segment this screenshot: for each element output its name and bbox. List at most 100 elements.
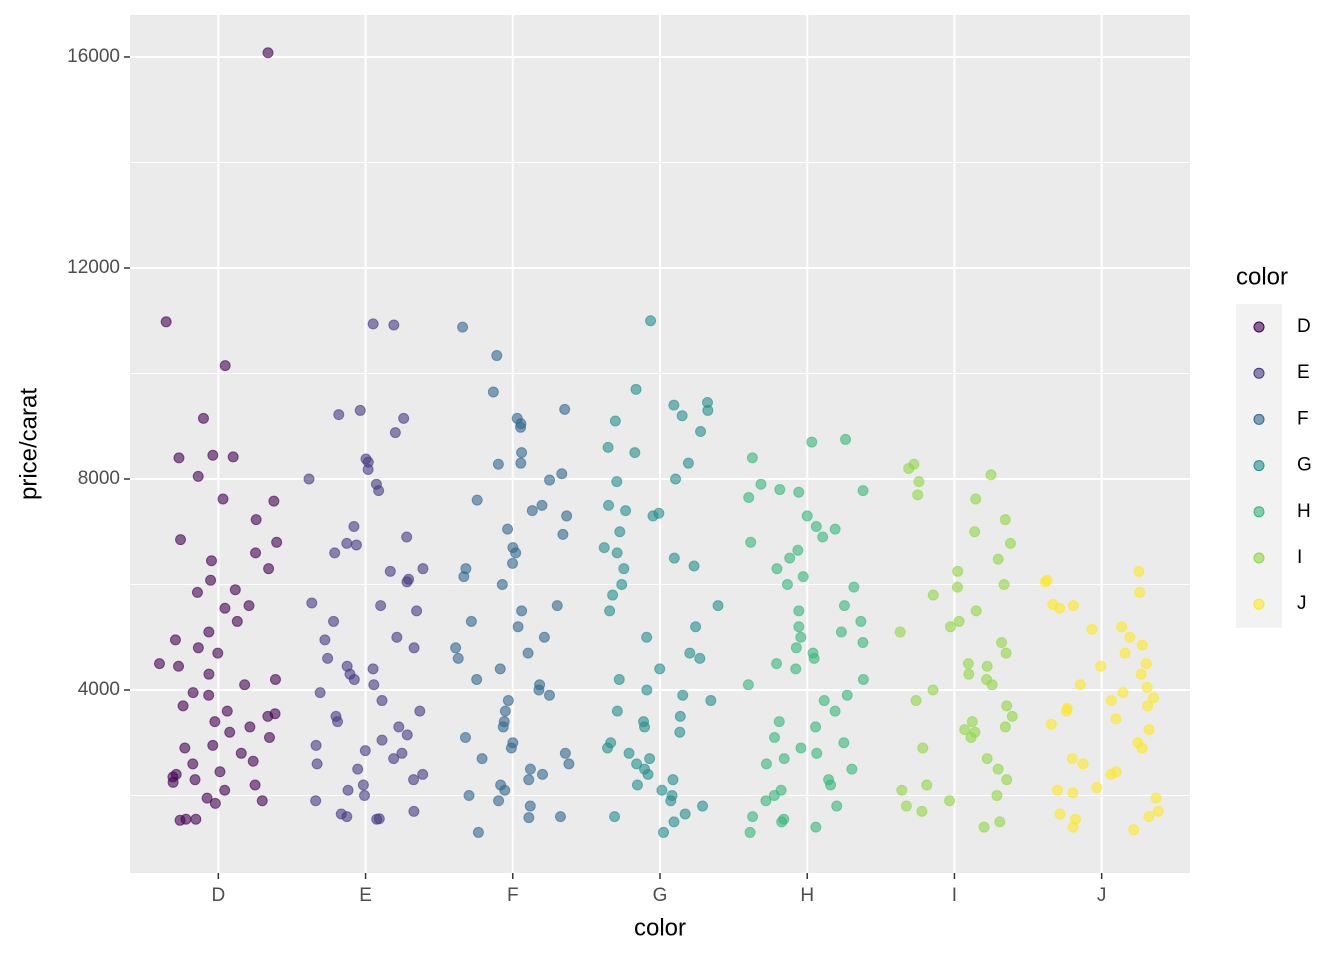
point [773,716,785,728]
point [189,774,201,786]
point [450,642,462,654]
point [153,658,165,670]
point [499,784,511,796]
point [1128,824,1140,836]
point [556,468,568,480]
point [994,816,1006,828]
point [855,615,867,627]
point [526,505,538,517]
point [417,768,429,780]
x-tick-label: I [952,885,957,906]
point [831,800,843,812]
point [207,739,219,751]
point [554,811,566,823]
point [350,539,362,551]
point [348,673,360,685]
x-tick-label: H [800,885,814,906]
point [174,814,186,826]
point [1148,692,1160,704]
point [670,473,682,485]
point [985,469,997,481]
point [538,631,550,643]
point [981,753,993,765]
point [953,615,965,627]
point [256,795,268,807]
point [203,689,215,701]
point [647,510,659,522]
point [1054,602,1066,614]
point [602,742,614,754]
point [743,491,755,503]
point [688,560,700,572]
point [262,710,274,722]
point [848,581,860,593]
point [491,350,503,362]
point [515,421,527,433]
point [614,526,626,538]
point [1117,687,1129,699]
point [747,811,759,823]
point [611,705,623,717]
point [563,758,575,770]
point [388,753,400,765]
point [544,474,556,486]
point [784,552,796,564]
point [921,779,933,791]
point [389,427,401,439]
point [927,684,939,696]
point [840,433,852,445]
point [522,647,534,659]
point [913,476,925,488]
point [492,458,504,470]
point [981,660,993,672]
point [311,758,323,770]
point [695,426,707,438]
point [609,415,621,427]
point [991,790,1003,802]
point [1124,631,1136,643]
legend-label: E [1297,362,1310,383]
point [829,705,841,717]
point [214,766,226,778]
point [1039,576,1051,588]
point [944,621,956,633]
point [310,795,322,807]
point [203,626,215,638]
point [999,721,1011,733]
point [1143,724,1155,736]
point [795,631,807,643]
point [205,555,217,567]
point [502,695,514,707]
point [1136,742,1148,754]
point [197,412,209,424]
point [507,557,519,569]
point [992,553,1004,565]
point [471,673,483,685]
point [674,726,686,738]
point [341,537,353,549]
point [944,795,956,807]
point [667,774,679,786]
point [951,581,963,593]
point [1136,639,1148,651]
point [352,763,364,775]
point [417,563,429,575]
point [970,493,982,505]
point [598,542,610,554]
point [894,626,906,638]
point [1052,784,1064,796]
point [776,816,788,828]
point [966,716,978,728]
point [790,663,802,675]
point [221,705,233,717]
point [187,687,199,699]
point [516,605,528,617]
point [746,452,758,464]
point [201,792,213,804]
point [408,805,420,817]
point [332,716,344,728]
point [502,523,514,535]
point [959,724,971,736]
point [359,745,371,757]
point [524,763,536,775]
